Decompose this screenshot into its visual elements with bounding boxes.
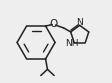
Text: NH: NH [65,39,78,48]
Text: O: O [49,19,57,29]
Text: N: N [76,19,83,27]
